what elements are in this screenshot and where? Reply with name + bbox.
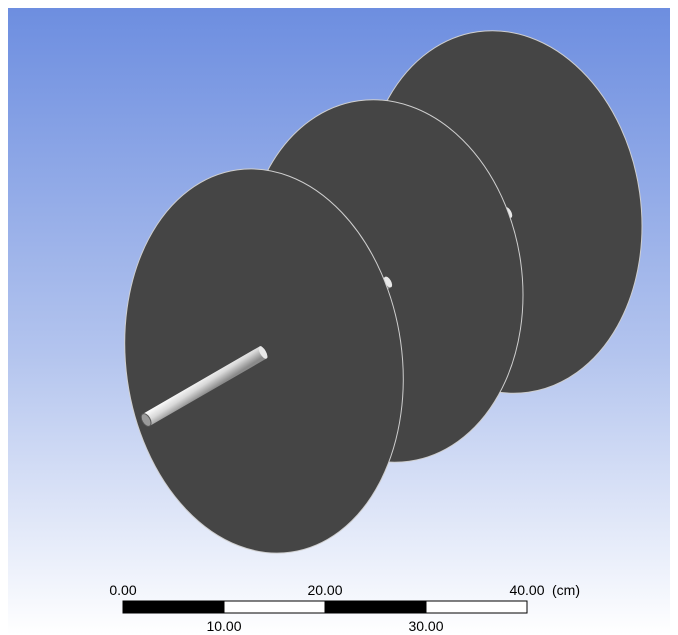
scale-label: 20.00 [307,582,342,598]
scale-label: 10.00 [206,618,241,634]
viewport: 0.00 20.00 40.00 (cm) 10.00 30.00 [0,0,678,635]
scale-bar [123,601,527,613]
scale-label: 40.00 [509,582,544,598]
scale-unit: (cm) [552,582,580,598]
scale-label: 30.00 [408,618,443,634]
page: 0.00 20.00 40.00 (cm) 10.00 30.00 (() =>… [0,0,678,635]
scale-label: 0.00 [109,582,136,598]
